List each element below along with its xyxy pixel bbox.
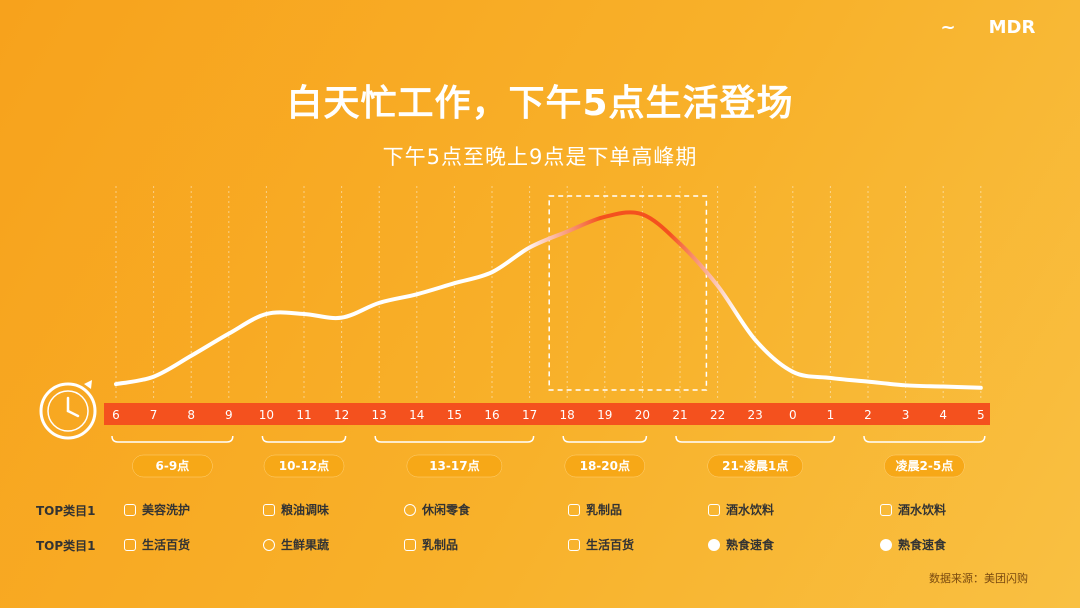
hour-tick-label: 3 (902, 408, 910, 422)
period-pill (132, 454, 213, 478)
category-label: 乳制品 (422, 538, 459, 552)
period-pill (406, 454, 503, 478)
category-item: 休闲零食 (404, 501, 470, 518)
hour-tick-label: 2 (864, 408, 872, 422)
hour-tick-label: 18 (560, 408, 575, 422)
milk-icon (568, 503, 580, 516)
category-label: 熟食速食 (898, 538, 947, 552)
clock-icon (39, 380, 97, 440)
vegetable-icon (263, 538, 275, 551)
oil-icon (263, 503, 275, 516)
logo-mark: ~ (940, 17, 956, 38)
page-subtitle: 下午5点至晚上9点是下单高峰期 (382, 145, 698, 169)
hour-tick-label: 7 (150, 408, 158, 422)
milk-icon (404, 538, 416, 551)
period-bracket (675, 435, 836, 443)
hour-tick-label: 16 (484, 408, 499, 422)
hour-tick-label: 8 (187, 408, 195, 422)
category-item: 熟食速食 (880, 536, 946, 553)
period-bracket (261, 435, 347, 443)
bowl-icon (708, 538, 720, 551)
category-label: 乳制品 (586, 503, 623, 517)
period-label: 18-20点 (580, 458, 630, 473)
hour-tick-label: 15 (447, 408, 462, 422)
category-label: 美容洗护 (142, 503, 191, 517)
category-item: 美容洗护 (124, 501, 190, 518)
period-label: 21-凌晨1点 (722, 458, 788, 473)
category-item: 粮油调味 (263, 501, 329, 518)
bowl-icon (880, 538, 892, 551)
category-label: 粮油调味 (281, 503, 330, 517)
hour-tick-label: 4 (939, 408, 947, 422)
hour-tick-label: 17 (522, 408, 537, 422)
hour-tick-label: 14 (409, 408, 424, 422)
category-label: 休闲零食 (422, 503, 471, 517)
hour-tick-label: 23 (748, 408, 763, 422)
period-pill (884, 454, 965, 478)
hour-tick-label: 19 (597, 408, 612, 422)
category-item: 酒水饮料 (708, 501, 774, 518)
period-pill (564, 454, 646, 478)
category-label: 酒水饮料 (898, 503, 947, 517)
bag-icon (124, 538, 136, 551)
hour-tick-label: 22 (710, 408, 725, 422)
hour-tick-labels: 6 7 8 9 10 11 12 13 14 15 16 17 18 19 20 21 22 23 0 1 2 3 4 5 (112, 408, 984, 422)
data-source: 数据来源：美团闪购 (929, 572, 1028, 585)
hour-tick-label: 12 (334, 408, 349, 422)
drink-icon (708, 503, 720, 516)
category-label: 生活百货 (142, 538, 191, 552)
period-label: 凌晨2-5点 (896, 458, 954, 473)
period-pill (707, 454, 803, 478)
gridlines (115, 186, 982, 400)
row-label-top2: TOP类目1 (36, 539, 96, 553)
drink-icon (880, 503, 892, 516)
period-label: 13-17点 (429, 458, 479, 473)
period-pill (263, 454, 345, 478)
category-item: 生活百货 (124, 536, 190, 553)
hour-tick-label: 0 (789, 408, 797, 422)
period-bracket (374, 435, 535, 443)
category-item: 乳制品 (404, 536, 458, 553)
category-label: 生活百货 (586, 538, 635, 552)
category-label: 酒水饮料 (726, 503, 775, 517)
category-label: 熟食速食 (726, 538, 775, 552)
hour-tick-label: 21 (672, 408, 687, 422)
period-label: 6-9点 (156, 458, 190, 473)
bottle-icon (124, 503, 136, 516)
category-label: 生鲜果蔬 (281, 538, 330, 552)
period-bracket (863, 435, 986, 443)
hour-tick-label: 9 (225, 408, 233, 422)
logo-text: MDR (988, 17, 1036, 38)
row-label-top1: TOP类目1 (36, 504, 96, 518)
period-bracket (562, 435, 648, 443)
hour-tick-label: 1 (827, 408, 835, 422)
hour-tick-label: 5 (977, 408, 985, 422)
period-label: 10-12点 (279, 458, 329, 473)
page-title: 白天忙工作，下午5点生活登场 (286, 83, 794, 124)
hour-tick-label: 10 (259, 408, 274, 422)
peak-highlight-box (548, 195, 708, 391)
category-item: 乳制品 (568, 501, 622, 518)
brand-logo-left: ~ (926, 18, 970, 38)
hour-tick-label: 11 (296, 408, 311, 422)
period-bracket (111, 435, 234, 443)
candy-icon (404, 503, 416, 516)
category-item: 酒水饮料 (880, 501, 946, 518)
hour-axis-bar (104, 403, 990, 425)
period-labels: 6-9点 10-12点 13-17点 18-20点 21-凌晨1点 凌晨2-5点 (132, 454, 965, 478)
category-item: 生活百货 (568, 536, 634, 553)
brand-logo-right: MDR (984, 18, 1040, 38)
period-brackets (111, 435, 986, 443)
order-volume-line (114, 210, 983, 390)
hour-tick-label: 6 (112, 408, 120, 422)
category-item: 熟食速食 (708, 536, 774, 553)
bag-icon (568, 538, 580, 551)
hour-tick-label: 20 (635, 408, 650, 422)
hour-tick-label: 13 (372, 408, 387, 422)
category-item: 生鲜果蔬 (263, 536, 329, 553)
